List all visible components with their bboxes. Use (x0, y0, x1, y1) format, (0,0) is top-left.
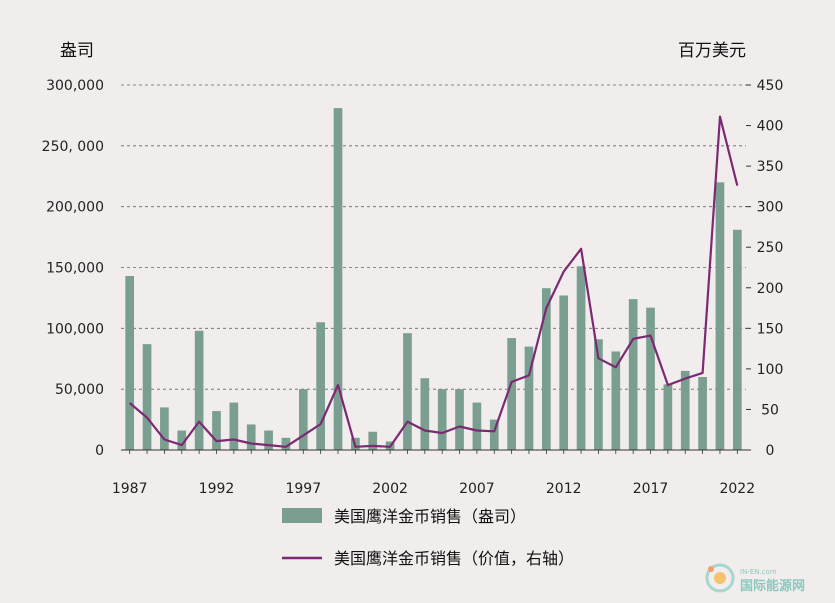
left-tick-label: 0 (95, 443, 104, 459)
left-tick-label: 200,000 (46, 200, 104, 216)
right-tick-label: 250 (757, 240, 784, 256)
right-axis-unit: 百万美元 (678, 41, 746, 61)
bar-1991 (194, 330, 204, 450)
bar-1997 (298, 389, 308, 450)
left-tick-label: 150,000 (46, 261, 104, 277)
bar-series (125, 108, 742, 451)
bar-2005 (437, 389, 447, 450)
bar-2007 (472, 402, 482, 450)
value-line (128, 115, 739, 448)
bar-2022 (732, 229, 742, 450)
bar-2018 (663, 384, 673, 450)
left-tick-label: 50,000 (55, 382, 104, 398)
bar-1996 (281, 437, 291, 450)
bar-2004 (420, 378, 430, 450)
x-tick-label: 2022 (719, 481, 755, 497)
legend-line-label: 美国鹰洋金币销售（价值，右轴） (334, 549, 574, 568)
bar-2016 (628, 299, 638, 450)
bar-1994 (246, 424, 256, 450)
x-tick-label: 2007 (459, 481, 495, 497)
bar-2012 (559, 295, 569, 450)
left-tick-label: 300,000 (46, 78, 104, 94)
right-tick-label: 150 (757, 321, 784, 337)
bar-1992 (212, 411, 221, 450)
bar-1999 (333, 108, 343, 450)
bar-2021 (715, 182, 725, 451)
x-tick-label: 2017 (633, 481, 669, 497)
bar-2001 (368, 431, 378, 450)
bar-1993 (229, 402, 239, 450)
right-tick-label: 50 (761, 402, 779, 418)
bar-2009 (507, 338, 516, 450)
bar-1995 (264, 430, 273, 450)
bar-1989 (160, 407, 169, 450)
bar-2015 (611, 351, 621, 450)
bar-1988 (142, 344, 152, 450)
bar-2006 (455, 389, 464, 450)
bar-2020 (698, 377, 707, 450)
right-tick-label: 0 (766, 443, 775, 459)
right-tick-label: 300 (757, 200, 784, 216)
right-tick-label: 200 (757, 281, 784, 297)
x-tick-label: 2002 (372, 481, 408, 497)
bar-2014 (594, 339, 603, 450)
x-tick-label: 1992 (199, 481, 235, 497)
bar-2013 (576, 266, 586, 450)
bar-2008 (489, 419, 499, 450)
bar-2003 (403, 333, 412, 450)
x-tick-label: 1987 (112, 481, 148, 497)
watermark-brand-en: IN-EN.com (740, 568, 777, 576)
x-tick-label: 2012 (546, 481, 582, 497)
bar-2011 (542, 288, 551, 450)
right-axis-ticks: 0 50 100 150 200 250 300 350 400 450 (746, 78, 783, 459)
right-tick-label: 450 (757, 78, 784, 94)
left-tick-label: 250, 000 (42, 139, 104, 155)
legend-bar-swatch (282, 508, 322, 523)
left-axis-unit: 盎司 (60, 41, 94, 61)
watermark: IN-EN.com 国际能源网 (705, 563, 805, 594)
left-axis-ticks: 0 50,000 100,000 150,000 200,000 250, 000 300,… (42, 78, 104, 459)
legend-bar-label: 美国鹰洋金币销售（盎司） (334, 507, 526, 526)
bar-2010 (524, 346, 534, 450)
x-tick-label: 1997 (285, 481, 321, 497)
bar-2017 (646, 307, 655, 450)
x-axis-ticks: 1987 1992 1997 2002 2007 2012 2017 2022 (112, 450, 755, 497)
bar-2019 (680, 370, 690, 450)
grid-lines (121, 84, 746, 390)
left-tick-label: 100,000 (46, 321, 104, 337)
right-tick-label: 100 (757, 362, 784, 378)
line-series (128, 115, 739, 448)
bar-1998 (316, 322, 325, 450)
right-tick-label: 400 (757, 119, 784, 135)
bar-1990 (177, 430, 187, 450)
sun-logo-icon (705, 563, 735, 593)
legend: 美国鹰洋金币销售（盎司） 美国鹰洋金币销售（价值，右轴） (282, 507, 574, 568)
watermark-brand-cn: 国际能源网 (740, 578, 805, 594)
right-tick-label: 350 (757, 159, 784, 175)
bar-1987 (125, 276, 135, 450)
